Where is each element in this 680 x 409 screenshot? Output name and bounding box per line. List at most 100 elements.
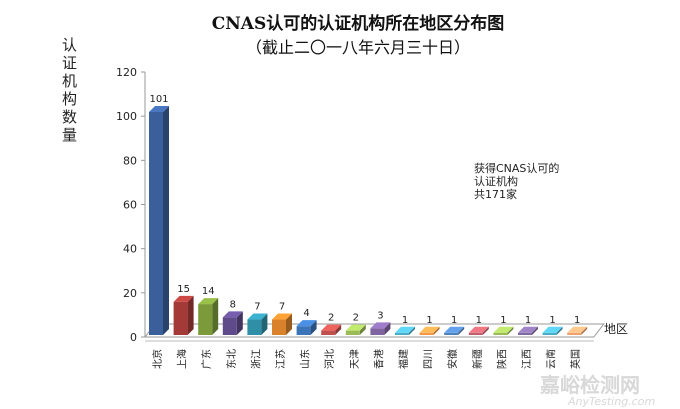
data-label: 3	[377, 310, 383, 321]
data-label: 1	[402, 315, 408, 326]
chart-title: CNAS认可的认证机构所在地区分布图	[211, 14, 505, 34]
annotation-line: 共171家	[474, 188, 517, 201]
bar	[493, 332, 508, 335]
bar-top	[542, 326, 563, 333]
bar-top	[370, 322, 391, 329]
x-tick-label: 山东	[299, 349, 312, 369]
data-label: 1	[476, 315, 482, 326]
bar-side	[507, 326, 514, 335]
data-label: 101	[149, 94, 168, 105]
bar-top	[222, 311, 243, 318]
bar-side	[482, 326, 489, 335]
data-label: 7	[254, 302, 260, 313]
data-label: 8	[230, 299, 236, 310]
bar-side	[261, 313, 268, 335]
x-tick-label: 英国	[569, 349, 582, 369]
x-tick-label: 陕西	[495, 349, 508, 369]
bar-side	[556, 326, 563, 335]
data-label: 14	[202, 286, 215, 297]
bar-side	[384, 322, 391, 335]
bar	[518, 332, 532, 335]
bar-top	[518, 326, 538, 333]
x-tick-label: 江苏	[274, 349, 287, 369]
bar	[222, 317, 237, 335]
bar-top	[468, 326, 489, 333]
x-tick-label: 河北	[324, 349, 336, 369]
bar-side	[581, 326, 588, 335]
x-tick-label: 广东	[200, 349, 213, 369]
bar-top	[345, 324, 366, 331]
bar	[567, 332, 582, 335]
bar	[247, 319, 262, 335]
bar-side	[163, 105, 169, 335]
x-tick-label: 北京	[151, 349, 164, 369]
annotation-line: 获得CNAS认可的	[474, 162, 560, 175]
watermark-logo: 嘉峪检测网	[540, 373, 640, 397]
data-label: 1	[549, 315, 555, 326]
bar-top	[296, 320, 317, 327]
data-label: 4	[303, 308, 309, 319]
data-label: 1	[451, 315, 457, 326]
watermark-url: AnyTesting.com	[568, 395, 656, 408]
x-tick-label: 江西	[521, 349, 533, 369]
x-tick-label: 浙江	[250, 349, 262, 369]
x-tick-label: 云南	[545, 349, 558, 369]
bar	[395, 332, 409, 335]
bar-side	[187, 295, 194, 335]
bar	[149, 111, 163, 335]
bar-top	[321, 324, 342, 331]
bar-top	[173, 295, 194, 302]
data-label: 1	[426, 315, 432, 326]
bar	[444, 332, 459, 335]
data-label: 1	[525, 315, 531, 326]
annotation-line: 认证机构	[474, 175, 518, 188]
bar-top	[419, 326, 440, 333]
bar-top	[149, 105, 169, 112]
bar-side	[310, 320, 317, 335]
bar	[370, 328, 385, 335]
chart-subtitle: （截止二〇一八年六月三十日）	[245, 38, 470, 57]
bar	[173, 301, 188, 335]
y-tick-label: 80	[123, 154, 137, 167]
y-tick-label: 20	[123, 287, 137, 300]
x-tick-label: 新疆	[471, 349, 484, 369]
bar-top	[198, 298, 219, 305]
bar-side	[433, 326, 440, 335]
bar-top	[247, 313, 268, 320]
y-tick-label: 0	[130, 331, 137, 344]
x-tick-label: 香港	[373, 349, 385, 369]
data-label: 15	[177, 284, 190, 295]
bar-top	[272, 313, 292, 320]
x-tick-label: 四川	[424, 349, 435, 369]
data-label: 1	[574, 315, 580, 326]
bar	[542, 332, 557, 335]
data-label: 2	[353, 313, 359, 324]
y-tick-label: 60	[123, 199, 137, 212]
y-axis-label: 认证机构数量	[62, 36, 78, 144]
bar-top	[444, 326, 465, 333]
x-tick-label: 东北	[225, 349, 238, 369]
bar	[272, 319, 286, 335]
x-tick-label: 天津	[349, 349, 361, 369]
x-tick-label: 安徽	[446, 349, 459, 369]
bar	[468, 332, 483, 335]
bar	[321, 330, 336, 335]
bar-top	[567, 326, 588, 333]
bar-side	[409, 326, 415, 335]
x-axis-label: 地区	[604, 322, 629, 336]
bar	[345, 330, 360, 335]
bar-top	[493, 326, 514, 333]
bar	[419, 332, 434, 335]
bar-side	[532, 326, 538, 335]
bar-top	[395, 326, 415, 333]
y-tick-label: 120	[116, 66, 137, 79]
x-tick-label: 福建	[397, 349, 410, 369]
bar-side	[359, 324, 366, 335]
bar-side	[212, 298, 219, 335]
x-tick-label: 上海	[176, 349, 189, 369]
y-tick-label: 100	[116, 110, 137, 123]
bar-side	[458, 326, 465, 335]
data-label: 7	[279, 302, 285, 313]
